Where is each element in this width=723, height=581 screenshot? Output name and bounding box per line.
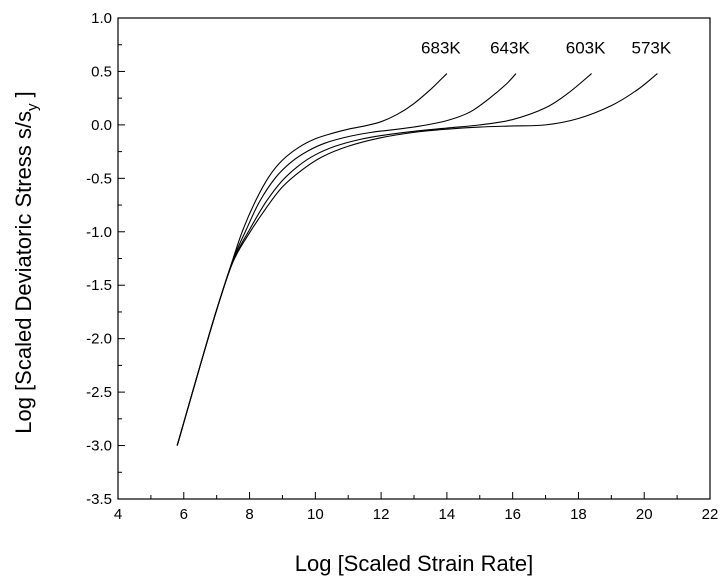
- y-tick-label: -3.5: [86, 491, 112, 508]
- plot-frame: [117, 17, 711, 500]
- y-axis-title: Log [Scaled Deviatoric Stress s/sy ]: [11, 91, 41, 434]
- y-axis-title-subscript: y: [24, 103, 41, 111]
- x-tick-label: 4: [114, 506, 122, 523]
- y-tick-label: 0.5: [91, 63, 112, 80]
- series-label-603K: 603K: [566, 39, 606, 58]
- x-tick-label: 6: [180, 506, 188, 523]
- x-tick-label: 20: [636, 506, 653, 523]
- x-tick-label: 12: [373, 506, 390, 523]
- y-tick-label: 0.0: [91, 117, 112, 134]
- x-tick-label: 18: [570, 506, 587, 523]
- x-tick-label: 22: [702, 506, 719, 523]
- y-axis-title-end: ]: [11, 91, 36, 103]
- series-line-683K: [176, 73, 448, 446]
- series-label-573K: 573K: [632, 39, 672, 58]
- series-line-603K: [176, 73, 592, 446]
- y-tick-label: 1.0: [91, 10, 112, 27]
- y-tick-label: -1.0: [86, 224, 112, 241]
- y-tick-label: -2.0: [86, 331, 112, 348]
- y-tick-label: -1.5: [86, 277, 112, 294]
- x-tick-label: 8: [245, 506, 253, 523]
- series-curves: [176, 73, 658, 446]
- x-tick-label: 14: [439, 506, 456, 523]
- x-tick-label: 16: [504, 506, 521, 523]
- x-tick-label: 10: [307, 506, 324, 523]
- y-axis-title-main: Log [Scaled Deviatoric Stress s/s: [11, 111, 36, 434]
- x-axis-title: Log [Scaled Strain Rate]: [295, 551, 533, 576]
- y-tick-label: -2.5: [86, 384, 112, 401]
- series-label-643K: 643K: [490, 39, 530, 58]
- series-labels: 683K 643K 603K 573K: [421, 39, 672, 58]
- series-label-683K: 683K: [421, 39, 461, 58]
- y-tick-label: -0.5: [86, 170, 112, 187]
- y-tick-label: -3.0: [86, 438, 112, 455]
- series-line-573K: [176, 73, 658, 446]
- axis-ticks: 4 6 8 10 12 14 16 18 20 22 -3.5 -3.0 -2.5 -2.0 -1.5 -1.…: [86, 10, 718, 523]
